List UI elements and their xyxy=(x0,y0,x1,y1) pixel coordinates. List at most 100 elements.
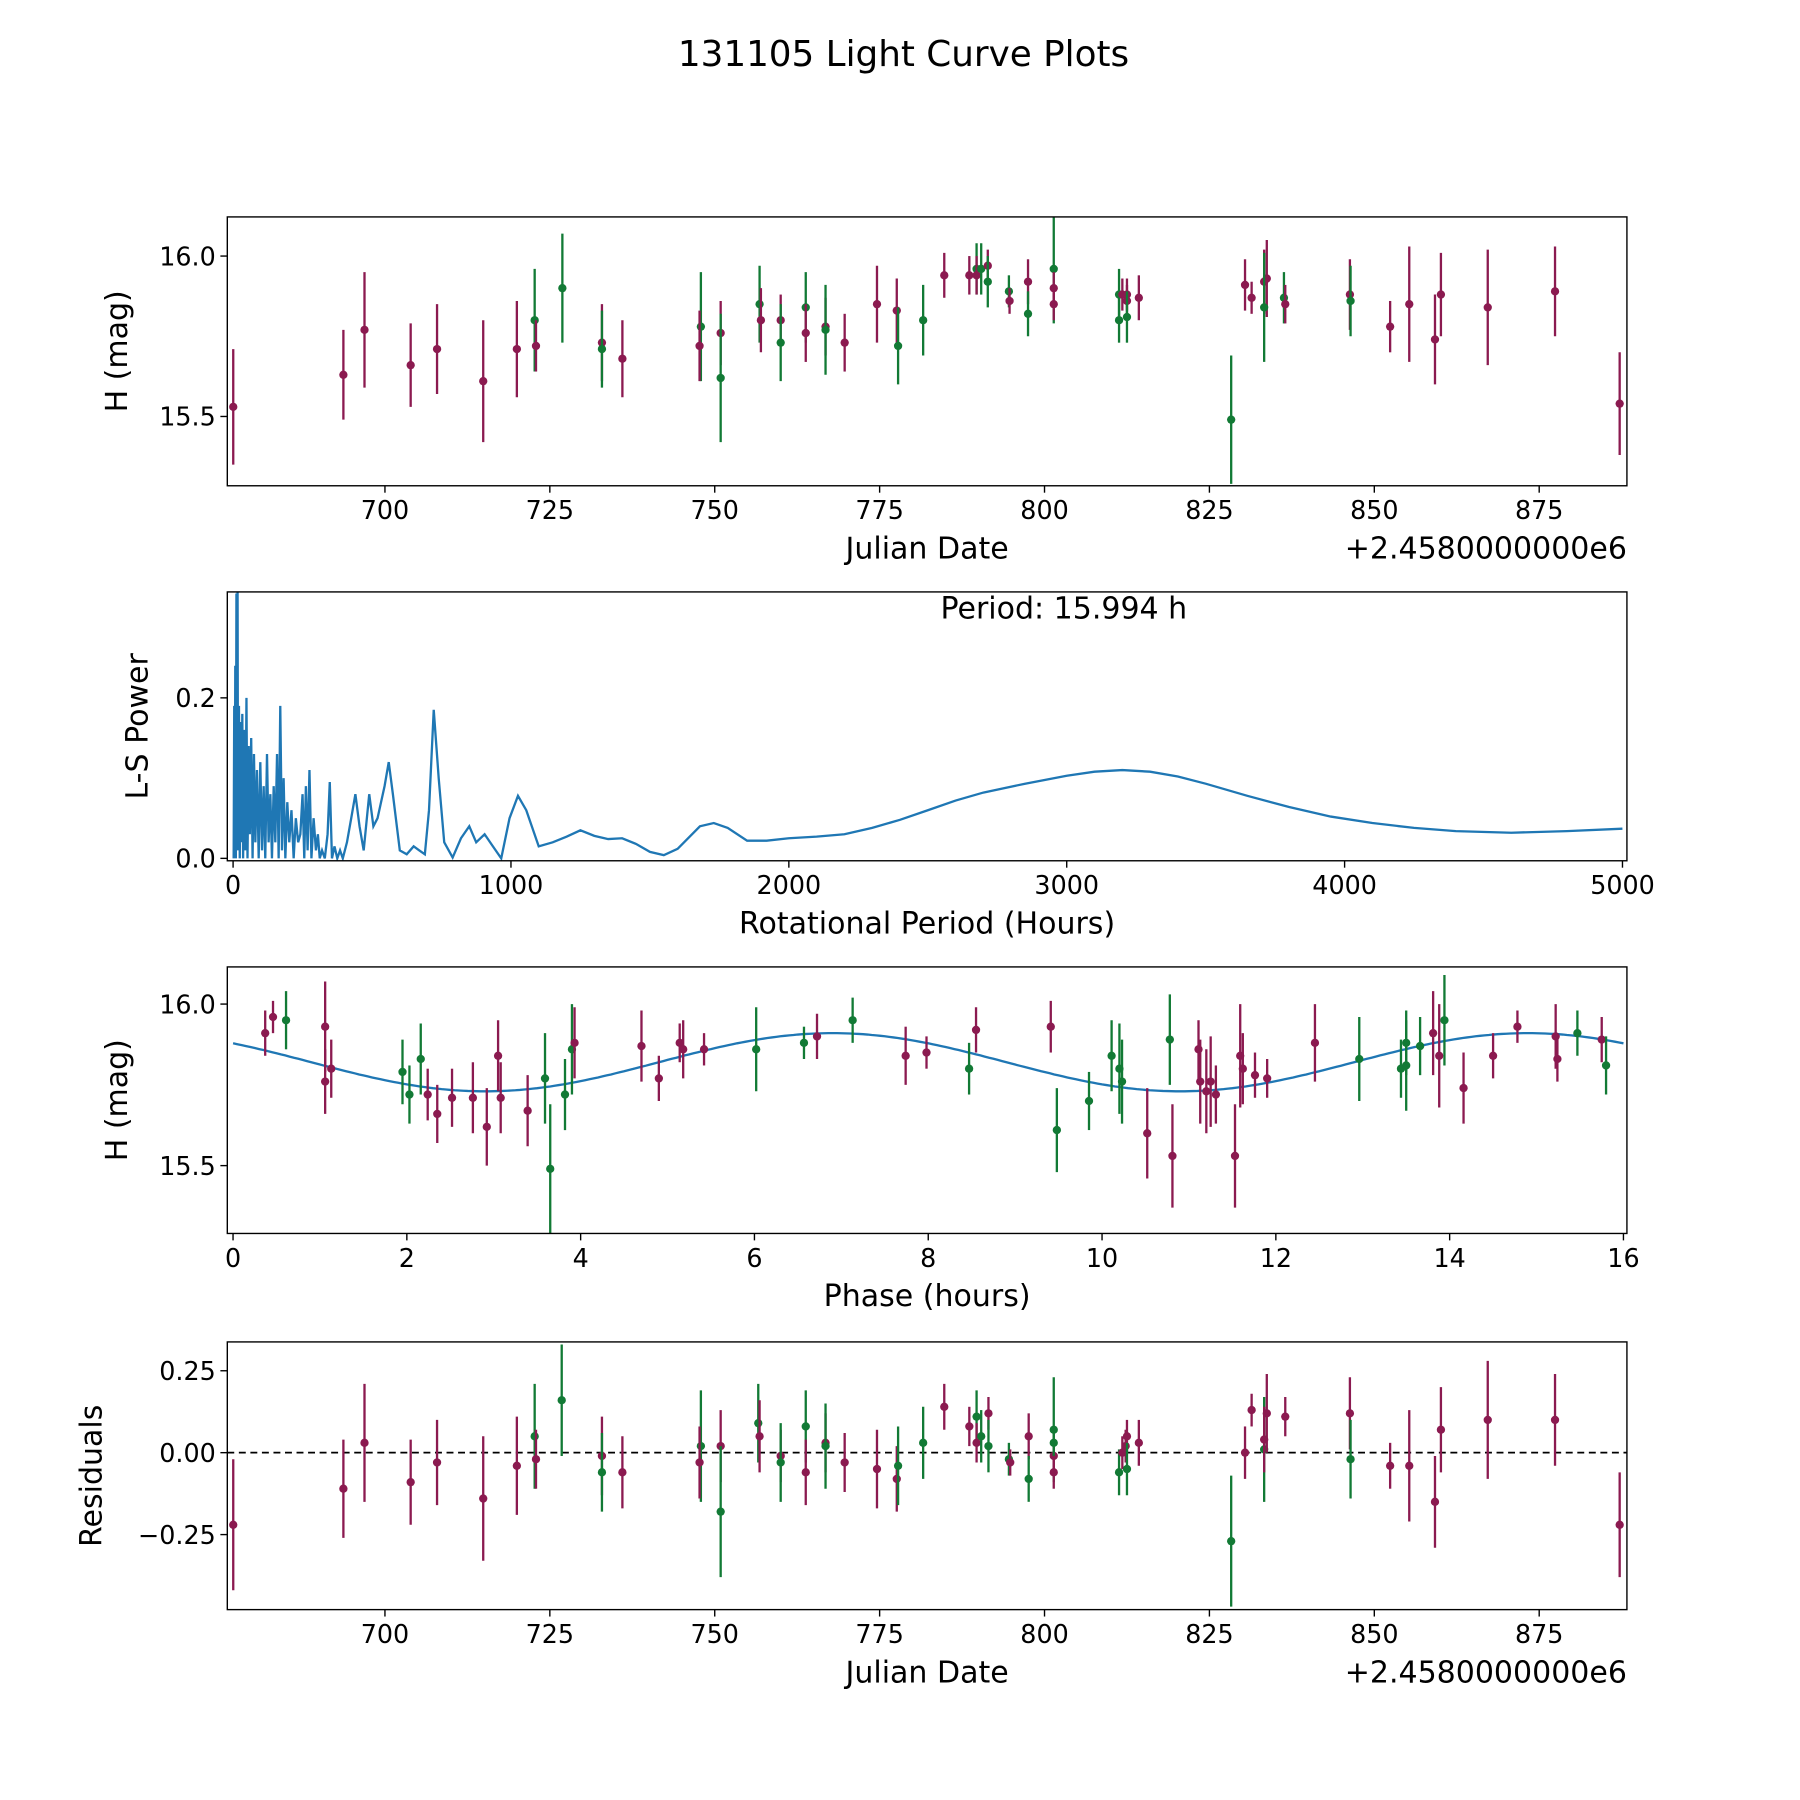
data-point xyxy=(1405,1410,1414,1522)
x-tick-label: 6 xyxy=(746,1243,762,1273)
marker xyxy=(812,1032,822,1041)
marker xyxy=(919,1438,928,1447)
marker xyxy=(893,341,903,351)
panel-phased: 0 2 4 6 8 10 12 14 16 15.5 16.0 Phase (hours) H (mag… xyxy=(100,966,1640,1314)
data-point xyxy=(405,1065,414,1124)
marker xyxy=(716,1507,725,1516)
data-point xyxy=(423,1068,432,1121)
marker xyxy=(1117,1077,1127,1086)
marker xyxy=(1483,1415,1492,1425)
data-point xyxy=(1430,1455,1440,1548)
data-point xyxy=(1310,1004,1320,1082)
marker xyxy=(752,1045,761,1054)
y-tick-label: 0.00 xyxy=(159,1438,216,1468)
marker xyxy=(1402,1038,1411,1047)
x-tick-label: 750 xyxy=(691,1619,739,1649)
marker xyxy=(1281,300,1290,309)
data-point xyxy=(512,1416,522,1515)
data-point xyxy=(1355,1017,1364,1102)
data-point xyxy=(695,310,704,382)
data-point xyxy=(964,1042,974,1095)
data-point xyxy=(972,1423,981,1463)
data-point xyxy=(1346,265,1355,337)
marker xyxy=(821,1441,830,1451)
y-tick-label: 0.2 xyxy=(175,683,215,713)
data-point xyxy=(1405,246,1414,362)
data-point xyxy=(1240,1426,1250,1479)
y-tick-label: 15.5 xyxy=(159,402,216,432)
marker xyxy=(1049,283,1058,293)
data-point xyxy=(1202,1049,1211,1134)
data-point xyxy=(821,1403,830,1489)
axes-frame xyxy=(226,1341,1628,1611)
marker xyxy=(1405,1461,1414,1470)
marker xyxy=(1428,1029,1438,1038)
marker xyxy=(1615,1520,1624,1529)
data-point xyxy=(1435,1004,1444,1108)
data-point xyxy=(801,1439,810,1506)
marker xyxy=(1006,1458,1015,1467)
plot-area xyxy=(232,591,1623,861)
data-point xyxy=(1346,1419,1355,1499)
marker xyxy=(1346,1455,1355,1464)
marker xyxy=(618,354,627,363)
x-tick-label: 800 xyxy=(1020,495,1068,525)
data-point xyxy=(754,1383,763,1463)
y-tick-label: 16.0 xyxy=(159,241,216,271)
marker xyxy=(493,1051,503,1060)
marker xyxy=(398,1067,407,1077)
marker xyxy=(321,1077,330,1086)
data-point xyxy=(1440,974,1449,1066)
data-point xyxy=(919,1406,928,1479)
data-point xyxy=(637,1010,646,1082)
marker xyxy=(972,1412,981,1421)
marker xyxy=(423,1090,432,1099)
data-point xyxy=(1615,1472,1624,1578)
model-fit-curve xyxy=(232,1032,1624,1093)
marker xyxy=(1122,1432,1132,1441)
x-tick-label: 825 xyxy=(1185,495,1233,525)
data-point xyxy=(893,307,903,385)
data-point xyxy=(1247,1393,1256,1427)
data-point xyxy=(1385,300,1395,353)
data-point xyxy=(1196,1039,1205,1124)
data-point xyxy=(799,1026,809,1059)
marker xyxy=(360,325,369,335)
x-tick-label: 850 xyxy=(1350,495,1398,525)
marker xyxy=(512,344,522,354)
x-axis-label: Rotational Period (Hours) xyxy=(739,906,1115,941)
data-point xyxy=(406,1439,415,1525)
marker xyxy=(1260,1435,1269,1444)
x-tick-label: 775 xyxy=(855,1619,903,1649)
marker xyxy=(1134,1438,1143,1447)
marker xyxy=(901,1051,910,1060)
marker xyxy=(1436,1425,1446,1434)
data-point xyxy=(1206,1036,1215,1127)
marker xyxy=(892,306,901,315)
marker xyxy=(1550,287,1560,296)
data-point xyxy=(1134,275,1143,321)
marker xyxy=(1194,1045,1203,1054)
data-point xyxy=(558,233,567,343)
marker xyxy=(919,316,928,325)
data-point xyxy=(229,349,238,465)
ls-power-line xyxy=(232,591,1623,861)
marker xyxy=(261,1029,270,1038)
marker xyxy=(1046,1022,1055,1031)
marker xyxy=(1247,1405,1256,1415)
marker xyxy=(1573,1029,1582,1038)
data-point xyxy=(327,1039,336,1098)
data-point xyxy=(893,1426,903,1506)
marker xyxy=(570,1038,579,1047)
data-point xyxy=(872,1429,882,1509)
marker xyxy=(637,1041,646,1051)
data-point xyxy=(1238,1033,1247,1105)
marker xyxy=(699,1045,709,1054)
data-point xyxy=(1049,1429,1058,1456)
marker xyxy=(1023,309,1033,318)
data-point xyxy=(1430,294,1440,385)
marker xyxy=(696,322,706,331)
panel-periodogram: 0 1000 2000 3000 4000 5000 0.0 0.2 Rotational Pe… xyxy=(121,591,1655,941)
data-point xyxy=(892,1446,901,1512)
marker xyxy=(1049,1438,1058,1447)
